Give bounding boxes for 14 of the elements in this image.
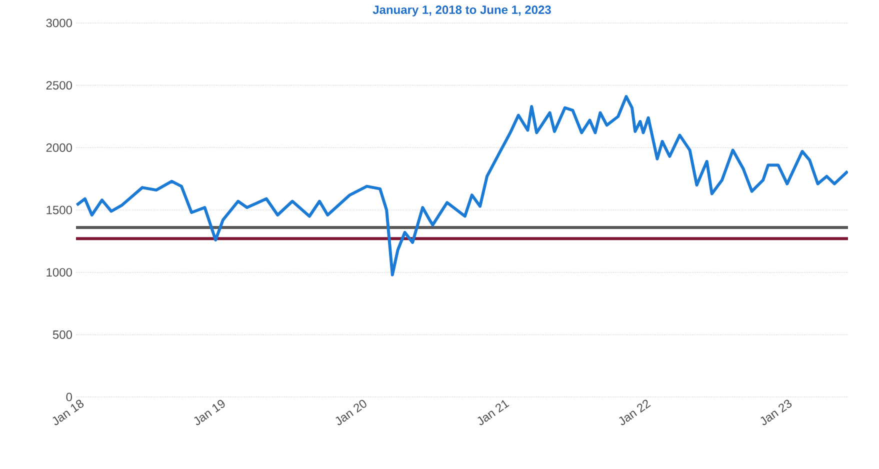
y-tick-label: 1000: [46, 268, 72, 277]
x-tick-label: Jan 19: [194, 400, 225, 426]
x-tick-label: Jan 23: [760, 400, 792, 426]
y-tick-label: 2500: [46, 81, 72, 90]
y-tick-label: 500: [52, 330, 72, 339]
x-tick-label: Jan 22: [619, 400, 651, 426]
line-series: [76, 95, 848, 276]
y-tick-label: 1500: [46, 206, 72, 214]
y-tick-label: 0: [66, 392, 72, 402]
x-tick-label: Jan 20: [336, 400, 366, 426]
x-tick-label: Jan 21: [478, 400, 510, 426]
chart-title: January 1, 2018 to June 1, 2023: [372, 6, 551, 16]
y-tick-label: 3000: [46, 18, 72, 28]
y-tick-label: 2000: [46, 143, 72, 152]
